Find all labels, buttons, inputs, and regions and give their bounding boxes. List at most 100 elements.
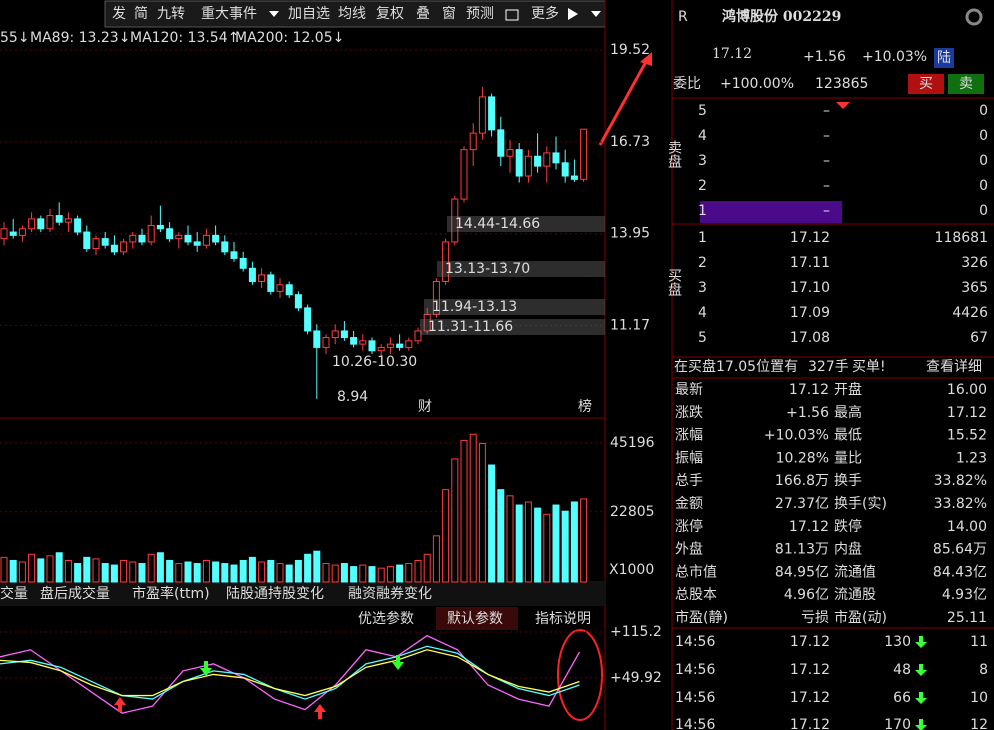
stat-value: 10.28% [776, 450, 829, 466]
bid-level: 2 [698, 255, 707, 271]
indicator-tab[interactable]: 融资融券变化 [348, 586, 432, 602]
candle-body [120, 241, 128, 253]
indicator-line [0, 649, 580, 697]
volume-bar [506, 495, 514, 583]
dropdown-icon[interactable] [269, 11, 279, 17]
toolbar [104, 0, 606, 28]
volume-bar [524, 501, 532, 583]
trade-volume: 170 [884, 717, 911, 730]
trade-count: 12 [970, 717, 988, 730]
event-marker[interactable]: 财 [418, 399, 432, 415]
ask-level: 2 [698, 178, 707, 194]
candle-body [322, 337, 330, 348]
candle-body [304, 307, 312, 332]
volume-bar [570, 501, 578, 583]
stat-value: 15.52 [947, 428, 987, 444]
indicator-tab[interactable]: 盘后成交量 [40, 585, 110, 602]
candle-body [276, 284, 284, 292]
sell-button[interactable] [948, 74, 984, 94]
stat-label: 流通值 [834, 564, 876, 580]
volume-bar [285, 564, 293, 583]
toolbar-button[interactable]: 均线 [338, 6, 366, 22]
candle-body [405, 340, 413, 348]
volume-bar [331, 564, 339, 583]
bid-volume: 326 [961, 255, 988, 271]
candle-body [396, 343, 404, 348]
toolbar-button[interactable]: 复权 [376, 5, 404, 22]
toolbar-button[interactable]: 叠 [416, 6, 430, 22]
range-box [437, 261, 605, 277]
trade-price: 17.12 [790, 634, 830, 650]
candle-body [469, 132, 477, 151]
down-arrow [915, 664, 927, 676]
volume-bar [0, 556, 8, 583]
buy-button[interactable] [908, 74, 944, 94]
indicator-tab[interactable]: 市盈率(ttm) [132, 585, 210, 602]
toolbar-button[interactable]: 重大事件 [201, 6, 257, 22]
toolbar-button[interactable]: 加自选 [288, 6, 330, 22]
ask-price: – [823, 128, 830, 144]
down-arrow [915, 692, 927, 704]
stat-value: +10.03% [764, 428, 829, 444]
indicator-tab[interactable]: 陆股通持股变化 [226, 586, 324, 602]
candle-body [340, 330, 348, 339]
collapse-icon[interactable] [836, 102, 850, 109]
candle-body [239, 257, 247, 269]
volume-bar [9, 559, 17, 583]
stat-value: 17.12 [947, 405, 987, 421]
ask-volume: 0 [979, 128, 988, 144]
candle-body [442, 241, 450, 282]
toolbar-button[interactable]: 九转 [157, 6, 185, 22]
stat-value: 33.82% [934, 496, 987, 512]
settings-icon[interactable] [965, 8, 983, 26]
trade-time: 14:56 [675, 717, 715, 730]
bid-price: 17.11 [790, 255, 830, 271]
volume-bar [92, 558, 100, 583]
range-box [424, 299, 605, 315]
ratio-diff: 123865 [815, 76, 868, 92]
event-marker[interactable]: 榜 [578, 398, 592, 415]
stat-label: 量比 [834, 450, 862, 466]
candle-body [166, 228, 174, 240]
detail-link[interactable]: 查看详细 [926, 359, 982, 375]
ma-legend: MA120: 13.54↑ [130, 30, 239, 46]
lock-icon [505, 9, 519, 21]
toolbar-button[interactable]: 预测 [466, 6, 494, 22]
toolbar-button[interactable]: 更多 [531, 5, 559, 22]
volume-bar [239, 559, 247, 583]
toolbar-button[interactable]: 窗 [442, 5, 456, 22]
candle-body [267, 274, 275, 292]
volume-bar [304, 553, 312, 583]
candle-body [184, 234, 192, 243]
y-tick-label: 13.95 [610, 226, 650, 242]
ask-price: – [823, 203, 830, 219]
toolbar-button[interactable]: 发 [112, 6, 126, 22]
buy-label: 买 [919, 76, 933, 92]
stat-label: 市盈(静) [675, 609, 728, 626]
param-tab[interactable]: 优选参数 [358, 610, 414, 627]
volume-bar [276, 563, 284, 583]
volume-bar [55, 552, 63, 583]
candle-body [460, 149, 468, 200]
volume-bar [230, 564, 238, 583]
candle-body [83, 231, 91, 250]
y-tick-label: 45196 [610, 435, 655, 451]
candle-body [147, 224, 155, 243]
ask-volume: 0 [979, 153, 988, 169]
volume-bar [175, 563, 183, 583]
ask-price: – [823, 103, 830, 119]
param-tab[interactable]: 默认参数 [447, 610, 503, 627]
highlight-ellipse [557, 629, 603, 721]
candle-body [46, 215, 54, 230]
volume-bar [322, 563, 330, 583]
stat-label: 市盈(动) [834, 609, 887, 626]
tab-bar [0, 582, 605, 606]
y-tick-label: +115.2 [610, 624, 662, 640]
indicator-tab[interactable]: 交量 [0, 585, 28, 602]
signal-arrow [200, 661, 212, 676]
toolbar-button[interactable]: 简 [134, 5, 148, 22]
candle-body [285, 284, 293, 296]
volume-bar [423, 553, 431, 583]
param-tab[interactable]: 指标说明 [535, 611, 591, 627]
stat-label: 最低 [834, 428, 862, 444]
